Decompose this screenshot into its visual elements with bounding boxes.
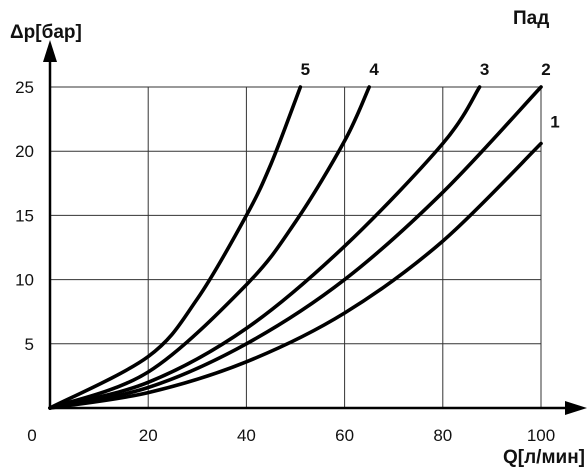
x-tick-label-20: 20: [139, 426, 158, 445]
curve-1: [48, 141, 543, 410]
x-tick-label-60: 60: [335, 426, 354, 445]
curve-3: [48, 85, 482, 410]
y-tick-label-15: 15: [15, 206, 34, 225]
curve-label-5: 5: [301, 60, 310, 79]
x-tick-label-40: 40: [237, 426, 256, 445]
x-tick-label-100: 100: [527, 426, 555, 445]
origin-tick-label: 0: [27, 426, 36, 445]
curve-labels: 1 2 3 4 5: [301, 60, 560, 131]
y-axis-arrow: [43, 40, 57, 62]
y-tick-label-20: 20: [15, 142, 34, 161]
y-axis-title: Δp[бар]: [10, 22, 82, 43]
x-axis-title: Q[л/мин]: [503, 447, 585, 468]
y-tick-labels: 5 10 15 20 25: [15, 78, 34, 354]
curve-5: [48, 85, 303, 410]
grid: [50, 86, 542, 408]
x-tick-label-80: 80: [433, 426, 452, 445]
chart-title: Пад: [513, 8, 549, 29]
x-tick-labels: 20 40 60 80 100: [139, 426, 555, 445]
y-tick-label-25: 25: [15, 78, 34, 97]
curve-label-1: 1: [550, 112, 559, 131]
x-axis-arrow: [565, 401, 587, 415]
curve-label-2: 2: [541, 60, 550, 79]
y-tick-label-10: 10: [15, 271, 34, 290]
curves: [48, 85, 543, 410]
curve-4: [48, 85, 371, 410]
curve-label-4: 4: [369, 60, 379, 79]
curve-label-3: 3: [480, 60, 489, 79]
y-tick-label-5: 5: [25, 335, 34, 354]
curve-2: [48, 85, 543, 410]
